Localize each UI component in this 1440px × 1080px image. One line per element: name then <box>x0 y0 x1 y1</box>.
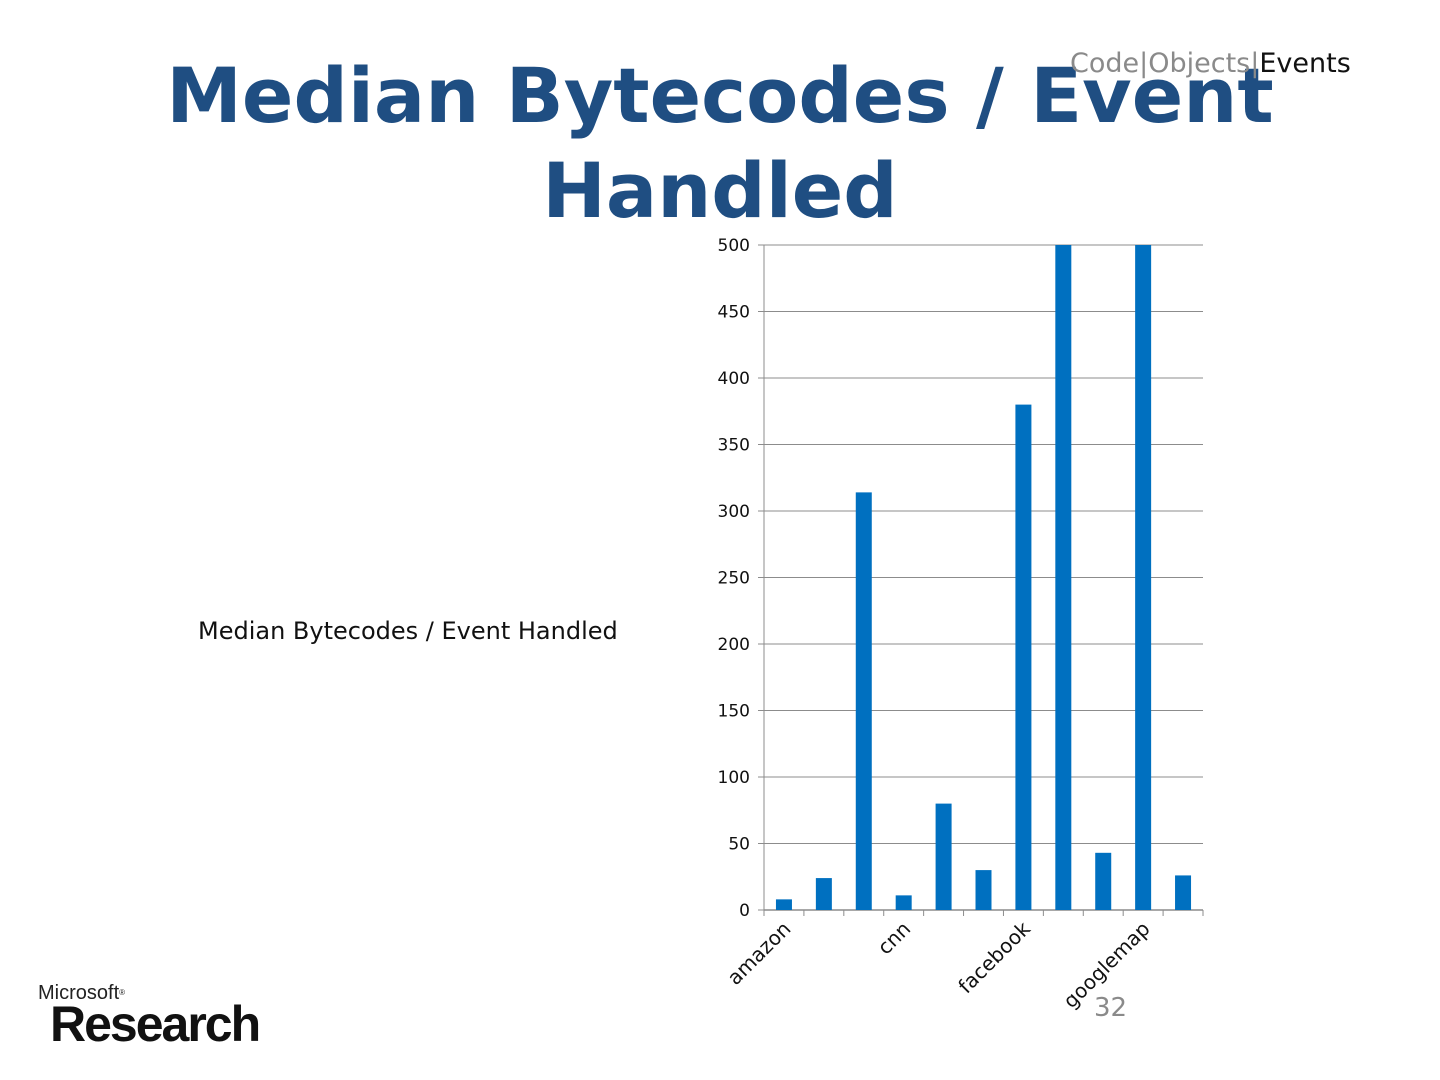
breadcrumb-code: Code <box>1070 48 1140 79</box>
bar <box>1175 875 1192 910</box>
y-tick-label: 250 <box>718 569 750 589</box>
x-tick-label: facebook <box>953 916 1035 998</box>
page-number: 32 <box>1094 993 1128 1023</box>
x-tick-label: cnn <box>873 917 916 960</box>
bar <box>815 878 832 910</box>
y-tick-label: 350 <box>718 436 750 456</box>
y-tick-label: 150 <box>718 702 750 722</box>
x-tick-label: amazon <box>722 917 795 990</box>
breadcrumb-objects: Objects <box>1148 48 1251 79</box>
logo-research-text: Research <box>50 996 261 1052</box>
y-tick-label: 0 <box>739 901 750 921</box>
y-tick-label: 400 <box>718 369 750 389</box>
bar <box>975 870 992 910</box>
bar <box>935 803 952 910</box>
bar <box>1095 852 1112 910</box>
breadcrumb-events: Events <box>1259 48 1351 79</box>
y-tick-label: 50 <box>728 835 750 855</box>
microsoft-research-logo: Microsoft® Research <box>38 982 278 1052</box>
y-tick-label: 450 <box>718 303 750 323</box>
breadcrumb-separator: | <box>1139 48 1149 79</box>
bar <box>855 492 872 910</box>
y-tick-label: 500 <box>718 236 750 256</box>
bar <box>775 899 792 910</box>
breadcrumb: Code|Objects|Events <box>1070 46 1351 82</box>
legend-series-label: Median Bytecodes / Event Handled <box>198 617 618 645</box>
breadcrumb-separator: | <box>1250 48 1260 79</box>
bar <box>1135 245 1152 910</box>
y-tick-label: 100 <box>718 768 750 788</box>
bar <box>1055 245 1072 910</box>
bar <box>895 895 912 910</box>
y-tick-label: 300 <box>718 502 750 522</box>
logo-microsoft-text: Microsoft® <box>38 982 126 1004</box>
slide-title: Median Bytecodes / Event Handled <box>166 51 1274 235</box>
bar <box>1015 404 1032 910</box>
y-tick-label: 200 <box>718 635 750 655</box>
